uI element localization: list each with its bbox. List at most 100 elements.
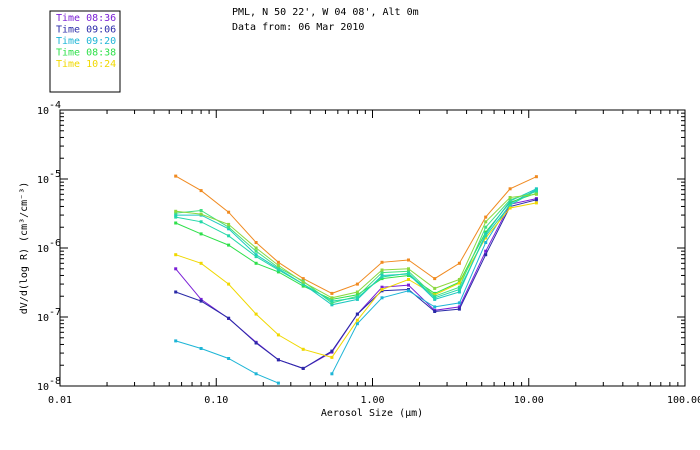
y-tick-exponent: -5 — [49, 169, 61, 180]
axis-ticks: 0.01 0.10 1.00 10.00 100.0010-810-710-610-51… — [37, 100, 700, 406]
data-point — [484, 236, 488, 240]
data-point — [254, 372, 258, 376]
y-tick-label: 10-6 — [37, 238, 61, 255]
data-point — [199, 209, 203, 212]
data-point — [254, 241, 258, 244]
data-point — [534, 192, 538, 196]
data-point — [174, 174, 178, 178]
data-point — [407, 283, 410, 287]
legend-box — [49, 10, 121, 93]
data-point — [534, 201, 538, 205]
data-point — [276, 263, 280, 267]
data-point — [227, 316, 231, 320]
data-point — [276, 260, 280, 264]
series-5 — [174, 174, 538, 295]
data-point — [433, 277, 437, 281]
y-tick-mantissa: 10 — [37, 175, 49, 186]
data-point — [174, 213, 178, 217]
data-point — [508, 196, 512, 199]
y-tick-exponent: -4 — [49, 100, 61, 111]
data-point — [254, 249, 258, 253]
data-point — [407, 269, 410, 273]
data-point — [380, 285, 384, 289]
data-point — [508, 198, 512, 202]
data-point — [301, 277, 305, 281]
data-point — [484, 230, 488, 234]
legend-entry: Time 08:36 — [56, 13, 116, 24]
data-point — [174, 290, 178, 294]
data-point — [276, 381, 280, 385]
y-tick-mantissa: 10 — [37, 313, 49, 324]
series-7 — [174, 190, 538, 305]
legend-entry: Time 08:38 — [56, 48, 116, 59]
y-tick-label: 10-5 — [37, 169, 61, 186]
data-point — [174, 267, 178, 271]
data-point — [174, 339, 178, 343]
data-point — [301, 347, 305, 351]
x-tick-label: 0.10 — [204, 395, 228, 406]
data-point — [174, 221, 178, 225]
data-point — [227, 357, 231, 360]
x-axis-label: Aerosol Size (µm) — [321, 408, 423, 419]
data-point — [330, 349, 334, 353]
data-point — [508, 206, 512, 210]
chart-header-date: Data from: 06 Mar 2010 — [232, 22, 364, 33]
data-point — [355, 322, 359, 326]
data-point — [355, 282, 359, 286]
data-point — [355, 290, 359, 294]
data-point — [301, 280, 305, 284]
data-point — [330, 301, 334, 305]
data-point — [484, 253, 488, 257]
data-point — [380, 277, 384, 281]
data-point — [355, 296, 359, 300]
data-point — [174, 211, 178, 215]
data-point — [227, 222, 231, 226]
data-point — [174, 209, 178, 213]
data-point — [199, 297, 203, 301]
series-line — [175, 188, 537, 306]
data-point — [457, 301, 461, 305]
data-point — [330, 299, 334, 303]
data-point — [380, 296, 384, 300]
data-point — [508, 203, 512, 207]
data-point — [276, 333, 280, 337]
data-point — [330, 297, 334, 301]
x-tick-label: 10.00 — [514, 395, 544, 406]
data-point — [484, 225, 488, 229]
y-tick-exponent: -8 — [49, 376, 61, 387]
data-point — [227, 210, 231, 214]
series-9 — [174, 192, 538, 300]
data-point — [380, 271, 384, 275]
plot-area — [59, 109, 686, 387]
series-2 — [174, 188, 538, 385]
data-point — [330, 372, 334, 376]
data-point — [330, 303, 334, 307]
data-point — [457, 281, 461, 285]
data-point — [199, 347, 203, 350]
data-point — [301, 366, 305, 370]
x-tick-label: 1.00 — [360, 395, 384, 406]
y-axis-label: dV/d(log R) (cm³/cm⁻³) — [19, 182, 30, 314]
data-point — [433, 297, 437, 301]
data-point — [407, 267, 410, 271]
data-point — [276, 270, 280, 274]
legend-entry: Time 09:20 — [56, 36, 116, 47]
data-point — [484, 249, 488, 253]
data-point — [457, 278, 461, 281]
y-tick-label: 10-4 — [37, 100, 61, 117]
data-point — [301, 284, 305, 288]
data-point — [534, 198, 538, 202]
data-point — [199, 232, 203, 236]
data-point — [254, 255, 258, 259]
data-point — [457, 285, 461, 289]
data-point — [433, 310, 437, 313]
data-point — [199, 261, 203, 265]
data-point — [508, 187, 512, 191]
y-tick-mantissa: 10 — [37, 106, 49, 117]
data-point — [407, 258, 410, 262]
data-point — [227, 225, 231, 229]
data-point — [457, 307, 461, 311]
y-tick-mantissa: 10 — [37, 244, 49, 255]
